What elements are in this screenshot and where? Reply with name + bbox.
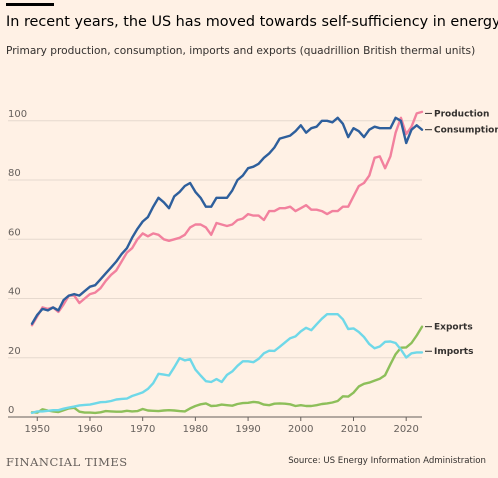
y-axis-ticks: 0 20 40 60 80 100 bbox=[8, 109, 27, 416]
x-tick-label: 2020 bbox=[393, 424, 418, 435]
gridlines bbox=[8, 120, 422, 418]
publisher-logo: FINANCIAL TIMES bbox=[6, 455, 128, 469]
y-tick-label: 60 bbox=[8, 227, 21, 238]
x-tick-label: 2010 bbox=[341, 424, 366, 435]
series-labels: Production Consumption Exports Imports bbox=[425, 109, 498, 357]
series-line-production bbox=[30, 110, 424, 327]
y-tick-label: 40 bbox=[8, 287, 21, 298]
x-tick-label: 1960 bbox=[77, 424, 102, 435]
x-tick-label: 1970 bbox=[130, 424, 155, 435]
chart-subtitle: Primary production, consumption, imports… bbox=[6, 45, 476, 57]
x-tick-label: 1950 bbox=[25, 424, 50, 435]
series-label-exports: Exports bbox=[434, 323, 473, 333]
x-axis-ticks: 1950 1960 1970 1980 1990 2000 2010 2020 bbox=[25, 417, 419, 435]
x-tick-label: 1990 bbox=[235, 424, 260, 435]
source-note: Source: US Energy Information Administra… bbox=[288, 456, 486, 466]
series-label-imports: Imports bbox=[434, 347, 473, 357]
brand-bar bbox=[6, 3, 54, 6]
series-line-imports bbox=[30, 313, 424, 415]
x-tick-label: 2000 bbox=[288, 424, 313, 435]
series-label-consumption: Consumption bbox=[434, 126, 498, 136]
y-tick-label: 100 bbox=[8, 109, 27, 120]
series-lines bbox=[30, 110, 424, 415]
y-tick-label: 80 bbox=[8, 168, 21, 179]
x-tick-label: 1980 bbox=[183, 424, 208, 435]
series-label-production: Production bbox=[434, 109, 489, 119]
y-tick-label: 20 bbox=[8, 346, 21, 357]
series-line-consumption bbox=[30, 116, 424, 325]
y-tick-label: 0 bbox=[8, 405, 14, 416]
series-line-exports bbox=[30, 325, 424, 415]
chart-title: In recent years, the US has moved toward… bbox=[6, 14, 498, 30]
